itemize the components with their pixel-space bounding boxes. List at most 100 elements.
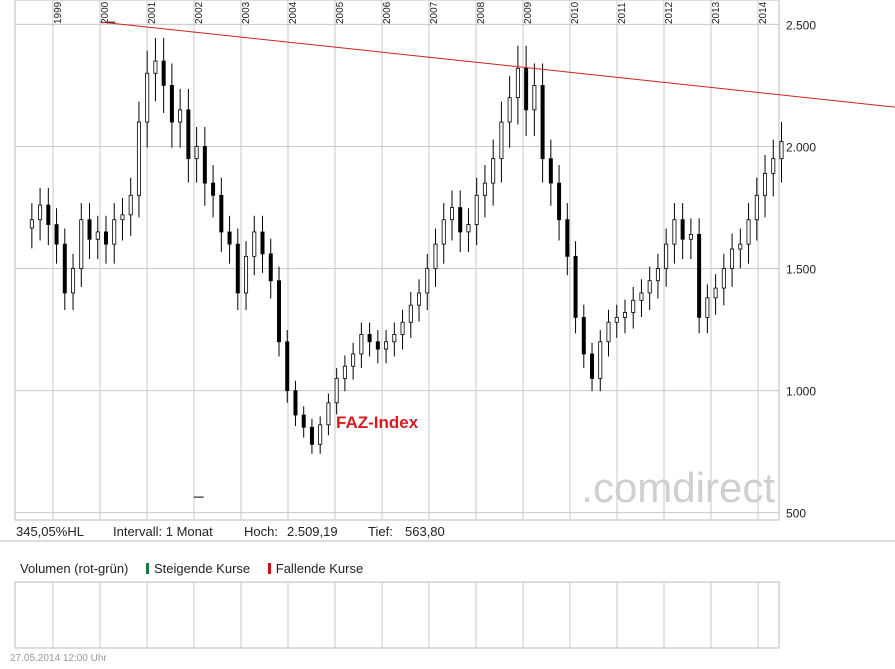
candle-body (326, 402, 331, 426)
candle (186, 88, 191, 183)
candle-body (771, 158, 776, 174)
candle (779, 121, 784, 183)
candle-body (647, 280, 652, 294)
x-tick-label: 2014 (758, 1, 769, 24)
x-tick-label: 2012 (664, 1, 675, 24)
candle-body (318, 424, 323, 445)
candle-body (285, 341, 290, 392)
y-tick-label: 2.000 (786, 140, 816, 154)
candle (474, 177, 479, 246)
candle (293, 380, 298, 427)
candle-body (754, 194, 759, 221)
candle-body (408, 304, 413, 323)
candle-body (590, 353, 595, 379)
candle (211, 165, 216, 218)
candle-body (697, 233, 702, 318)
x-tick-label: 2006 (382, 1, 393, 24)
candle-body (128, 194, 133, 216)
candle (285, 330, 290, 403)
candle-body (153, 60, 158, 74)
candle (235, 228, 240, 311)
trend-line (99, 21, 895, 108)
candle-body (763, 172, 768, 196)
candle (499, 101, 504, 183)
y-tick-label: 2.500 (786, 18, 816, 32)
y-tick-label: 1.500 (786, 263, 816, 277)
candle-body (87, 219, 92, 240)
x-tick-label: 2002 (194, 1, 205, 24)
candle-body (145, 72, 150, 123)
x-tick-label: 2010 (570, 1, 581, 24)
candle-body (384, 341, 389, 350)
candle (565, 203, 570, 276)
candle (664, 228, 669, 287)
candle (145, 50, 150, 148)
legend-rising: Steigende Kurse (146, 561, 250, 576)
candle (219, 177, 224, 253)
x-tick-label: 2005 (335, 1, 346, 24)
candle-body (606, 321, 611, 343)
candle (672, 203, 677, 264)
candle-body (219, 194, 224, 233)
candle-body (540, 85, 545, 160)
candle (153, 38, 158, 102)
candle-body (46, 204, 51, 226)
candle-body (178, 109, 183, 123)
candle (763, 154, 768, 218)
candle (136, 101, 141, 218)
candle-body (276, 280, 281, 343)
candle (400, 309, 405, 350)
candle (87, 203, 92, 260)
candle (309, 418, 314, 454)
candle-body (136, 121, 141, 196)
candle-body (425, 268, 430, 294)
candle (441, 203, 446, 264)
candle (466, 208, 471, 253)
candle-body (680, 219, 685, 240)
low-value: 563,80 (405, 524, 445, 539)
candlestick-series (29, 21, 784, 498)
high-label: Hoch: (244, 524, 278, 539)
candle-body (466, 224, 471, 233)
candle-body (779, 141, 784, 160)
candle (54, 208, 59, 264)
x-tick-label: 2000 (100, 1, 111, 24)
candle (458, 190, 463, 253)
candle-body (186, 109, 191, 160)
candle-body (400, 321, 405, 335)
candle-body (639, 292, 644, 301)
candle (713, 274, 718, 315)
candle (417, 279, 422, 322)
low-label: Tief: (368, 524, 393, 539)
candle-body (598, 341, 603, 379)
candle (301, 406, 306, 438)
candle (392, 322, 397, 357)
candle (705, 284, 710, 334)
candle-body (227, 231, 232, 245)
candle (598, 330, 603, 392)
candle-body (62, 243, 67, 294)
candle-body (252, 231, 257, 257)
candle-body (491, 158, 496, 184)
x-tick-label: 2001 (147, 1, 158, 24)
candle (581, 304, 586, 369)
candle-body (79, 219, 84, 269)
candle (738, 228, 743, 269)
candle-body (71, 268, 76, 294)
plot-frame (14, 0, 780, 521)
candle-body (458, 207, 463, 233)
candle (614, 304, 619, 338)
candle-body (441, 219, 446, 245)
candle (29, 203, 34, 249)
candle-body (672, 219, 677, 245)
candle (433, 228, 438, 287)
candle-body (169, 85, 174, 123)
candle-body (112, 219, 117, 245)
candle (606, 309, 611, 357)
candle (573, 241, 578, 334)
candle-body (260, 231, 265, 255)
candle (367, 322, 372, 357)
candle-body (417, 292, 422, 306)
candle (334, 368, 339, 415)
